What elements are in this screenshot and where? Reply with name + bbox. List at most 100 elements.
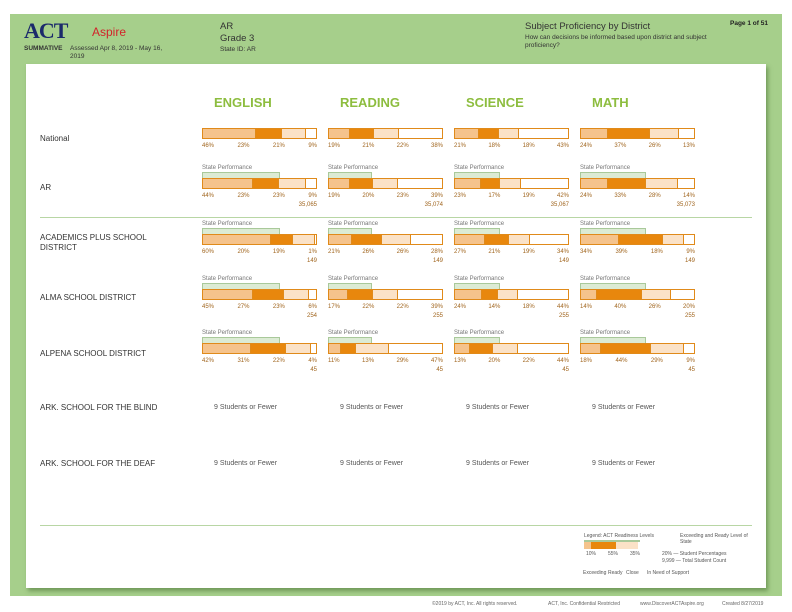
few-students-note: 9 Students or Fewer [340,404,404,411]
percentages: 42% 31% 22% 4% [202,358,317,364]
page-number: Page 1 of 51 [730,20,768,27]
exceeding-segment [203,235,271,244]
state-name: AR [220,21,234,32]
state-performance-bar [454,337,500,343]
close-segment [646,179,678,188]
state-performance-bar [580,283,647,289]
in-need-of-support-segment [311,344,316,353]
close-segment [293,235,315,244]
close-segment [286,344,312,353]
percentage-value: 28% [648,193,661,199]
state-performance-bar [580,337,647,343]
percentage-value: 23% [396,193,409,199]
proficiency-bar [328,289,443,300]
percentage-value: 23% [237,193,250,199]
subject-header-science: SCIENCE [466,95,524,110]
proficiency-bar [580,234,695,245]
student-count: 149 [432,258,443,264]
state-performance-bar [328,283,373,289]
ready-segment [253,290,284,299]
ready-segment [478,129,500,138]
student-count: 45 [310,367,317,373]
exceeding-segment [203,179,254,188]
aspire-logo: Aspire [92,25,127,39]
state-performance-bar [454,228,500,234]
percentage-value: 20% [362,193,375,199]
percentage-value: 17% [488,193,501,199]
percentage-value: 21% [488,249,501,255]
percentage-value: 4% [308,358,317,364]
footer-url[interactable]: www.DiscoverACTAspire.org [640,601,704,607]
subject-header-reading: READING [340,95,400,110]
ready-segment [350,129,375,138]
subject-header-math: MATH [592,95,629,110]
percentage-value: 20% [488,358,501,364]
state-performance-bar [328,228,373,234]
percentage-value: 39% [615,249,628,255]
percentage-value: 28% [430,249,443,255]
student-count: 255 [684,313,695,319]
percentage-value: 13% [682,143,695,149]
exceeding-segment [329,290,349,299]
state-performance-label: State Performance [328,165,379,171]
proficiency-bar [328,178,443,189]
proficiency-bar [454,343,569,354]
program-label: SUMMATIVE [24,45,63,52]
in-need-of-support-segment [397,290,442,299]
few-students-note: 9 Students or Fewer [214,404,278,411]
in-need-of-support-segment [388,344,442,353]
ready-segment [253,179,280,188]
ready-segment [341,344,357,353]
percentages: 45% 27% 23% 6% [202,304,317,310]
proficiency-bar [328,234,443,245]
ready-segment [270,235,294,244]
exceeding-segment [581,290,597,299]
state-performance-bar [202,228,280,234]
percentage-value: 45% [202,304,215,310]
proficiency-bar [580,178,695,189]
percentage-value: 38% [430,143,443,149]
legend-bar [584,542,656,549]
in-need-of-support-segment [517,344,568,353]
ready-segment [619,235,664,244]
exceeding-segment [455,179,481,188]
percentage-value: 43% [556,143,569,149]
state-id: State ID: AR [220,46,256,53]
percentages: 11% 13% 29% 47% [328,358,443,364]
percentage-value: 46% [202,143,215,149]
in-need-of-support-segment [399,129,442,138]
student-count: 45 [688,367,695,373]
ready-segment [608,129,650,138]
percentage-value: 39% [430,193,443,199]
close-segment [381,235,411,244]
percentage-value: 17% [328,304,341,310]
in-need-of-support-segment [314,235,316,244]
percentage-value: 42% [202,358,215,364]
state-performance-label: State Performance [328,276,379,282]
percentage-value: 21% [454,143,467,149]
percentages: 44% 23% 23% 9% [202,193,317,199]
state-performance-bar [328,337,373,343]
legend-level: Close [626,570,639,576]
percentage-value: 60% [202,249,215,255]
student-count: 255 [558,313,569,319]
exceeding-segment [203,129,256,138]
percentage-value: 22% [362,304,375,310]
percentages: 27% 21% 19% 34% [454,249,569,255]
close-segment [642,290,672,299]
percentages: 19% 21% 22% 38% [328,143,443,149]
close-segment [492,344,518,353]
student-count: 254 [306,313,317,319]
ready-segment [480,179,500,188]
percentage-value: 9% [686,358,695,364]
proficiency-bar [202,178,317,189]
divider [40,217,752,218]
percentage-value: 23% [272,304,285,310]
percentage-value: 21% [328,249,341,255]
in-need-of-support-segment [305,129,316,138]
percentage-value: 40% [614,304,627,310]
legend-pct-note: 20% — Student Percentages [662,551,727,557]
in-need-of-support-segment [683,235,694,244]
percentages: 34% 39% 18% 9% [580,249,695,255]
state-performance-label: State Performance [454,330,505,336]
